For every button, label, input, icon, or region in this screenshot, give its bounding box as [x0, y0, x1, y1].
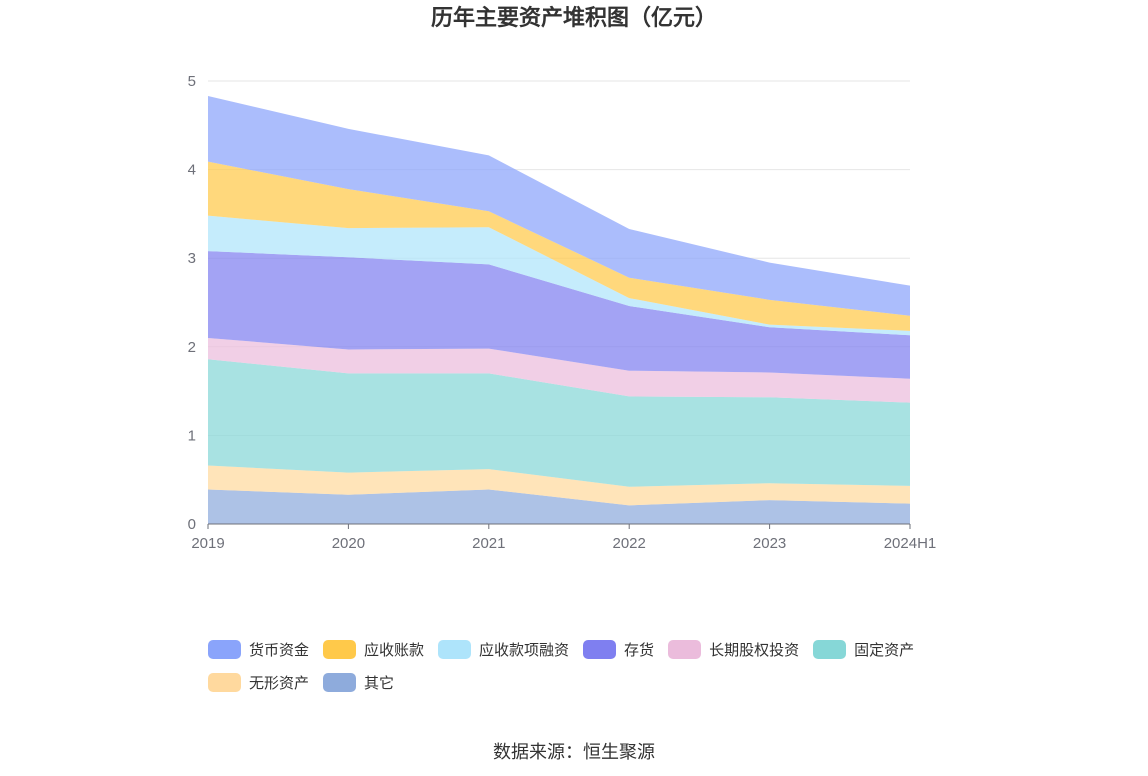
legend-label: 固定资产: [854, 641, 915, 659]
legend-swatch: [323, 672, 357, 692]
legend-label: 存货: [624, 641, 655, 659]
area-长期股权投资: [208, 337, 910, 403]
legend-item[interactable]: 货币资金: [208, 638, 309, 660]
x-tick-label: 2020: [332, 535, 365, 552]
legend-item[interactable]: 应收账款: [323, 638, 424, 660]
legend-item[interactable]: 存货: [583, 638, 654, 660]
area-货币资金: [208, 96, 910, 316]
area-series: [208, 96, 910, 524]
y-tick-label: 2: [188, 339, 196, 356]
legend-swatch: [583, 639, 617, 659]
y-tick-label: 5: [188, 73, 196, 90]
area-其它: [208, 489, 910, 524]
area-无形资产: [208, 465, 910, 506]
x-tick-label: 2021: [472, 535, 505, 552]
legend-label: 货币资金: [249, 641, 310, 659]
legend-swatch: [323, 639, 357, 659]
chart-title: 历年主要资产堆积图（亿元）: [430, 5, 717, 30]
area-固定资产: [208, 359, 910, 487]
legend-swatch: [208, 672, 241, 692]
x-tick-label: 2019: [191, 535, 224, 552]
area-应收账款: [208, 161, 910, 331]
legend-label: 长期股权投资: [709, 641, 800, 659]
legend-item[interactable]: 长期股权投资: [668, 638, 799, 660]
y-tick-label: 1: [188, 427, 196, 444]
legend: 货币资金 应收账款 应收款项融资 存货 长期股权投资 固定资产无形资产 其它: [208, 638, 968, 693]
legend-swatch: [668, 639, 702, 659]
y-tick-label: 3: [188, 250, 196, 267]
stacked-area-chart: 0 1 2 3 4 5 2019 2020 2021 2022 2023 2024H1: [188, 73, 937, 552]
area-应收款项融资: [208, 215, 910, 336]
legend-swatch: [208, 639, 241, 659]
x-tick-label: 2023: [753, 535, 786, 552]
legend-label: 其它: [364, 674, 395, 692]
legend-label: 无形资产: [249, 674, 310, 692]
x-tick-label: 2024H1: [884, 535, 937, 552]
legend-label: 应收款项融资: [479, 641, 570, 659]
legend-item[interactable]: 应收款项融资: [438, 638, 569, 660]
y-tick-label: 0: [188, 516, 196, 533]
legend-item[interactable]: 无形资产: [208, 671, 309, 693]
source-note: 数据来源：恒生聚源: [493, 742, 655, 762]
legend-item[interactable]: 固定资产: [813, 638, 914, 660]
axes: 0 1 2 3 4 5 2019 2020 2021 2022 2023 2024H1: [188, 73, 937, 552]
legend-swatch: [813, 639, 847, 659]
area-存货: [208, 251, 910, 379]
y-tick-label: 4: [188, 162, 196, 179]
x-tick-label: 2022: [613, 535, 646, 552]
legend-label: 应收账款: [364, 641, 425, 659]
legend-swatch: [438, 639, 472, 659]
legend-item[interactable]: 其它: [323, 671, 394, 693]
